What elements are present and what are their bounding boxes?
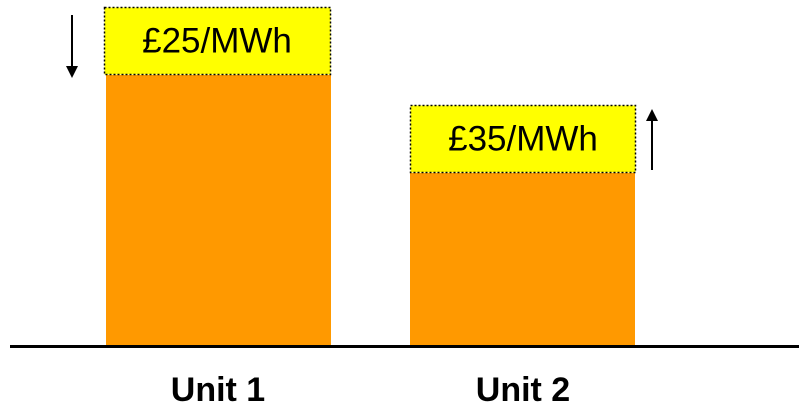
price-box [103,6,332,76]
unit-bar [410,173,635,346]
unit-label: Unit 1 [171,371,265,408]
price-box [409,104,637,174]
price-label: £35/MWh [448,119,598,158]
unit-bar [106,75,331,346]
price-label: £25/MWh [142,21,292,60]
unit-label: Unit 2 [476,371,570,408]
